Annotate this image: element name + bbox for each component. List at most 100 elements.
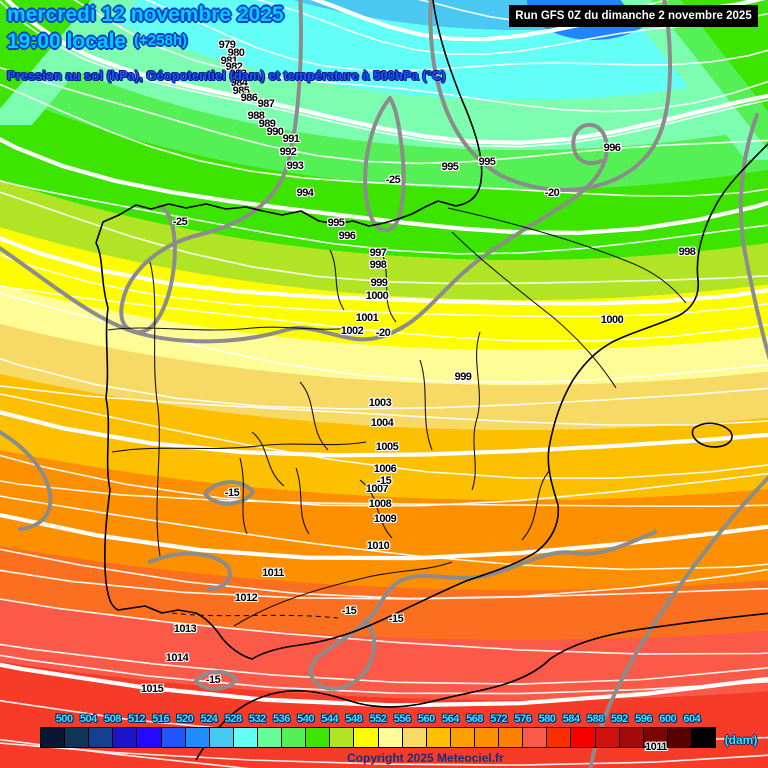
rivers-borders-group [107,207,687,627]
pressure-label: 982 [225,61,243,73]
legend-swatch-bar [40,727,716,748]
geopotential-label: 996 [603,142,621,154]
isoline-thin [0,0,768,409]
legend-swatch [282,728,307,747]
isoline-thin [0,0,768,478]
legend-swatch [547,728,572,747]
legend-swatch [619,728,644,747]
legend-swatch [450,728,475,747]
legend-swatch [209,728,234,747]
legend-swatch [354,728,379,747]
legend-swatch [113,728,138,747]
isoline-thin [0,0,768,694]
legend-tick-label: 548 [345,713,363,725]
legend-swatch [378,728,403,747]
isoline-thin [0,83,768,197]
isoline-thin [72,0,768,113]
legend-swatch [306,728,331,747]
pressure-label: 1010 [366,540,390,552]
legend-swatch [257,728,283,747]
legend-tick-label: 508 [103,713,121,725]
isoline-thin [0,292,768,384]
pressure-label: 1011 [262,567,284,579]
isoline-bold [0,0,768,558]
isoline-thin [0,180,768,255]
temperature-label: -15 [205,674,221,686]
pressure-label: 1009 [373,513,397,525]
pressure-label: 1007 [365,483,389,495]
pressure-label: 1005 [375,441,399,453]
isoline-bold [0,236,768,306]
legend-tick-label: 524 [200,713,218,725]
temperature-label: -25 [385,174,401,186]
legend-tick-label: 500 [55,713,73,725]
legend-tick-label: 516 [152,713,170,725]
pressure-label: 983 [229,68,247,80]
pressure-label: 979 [218,39,236,51]
pressure-label: 993 [286,160,304,172]
pressure-label: 1013 [173,623,197,635]
geopotential-label: 995 [441,161,459,173]
temperature-label: -20 [375,327,391,339]
temperature-label: -15 [341,605,357,617]
legend-tick-label: 544 [321,713,339,725]
legend-tick-label: 584 [562,713,580,725]
geopotential-label: 998 [678,246,696,258]
pressure-label: 1006 [373,463,397,475]
pressure-label: 998 [369,259,387,271]
legend-swatch [137,728,162,747]
isoline-thin [0,191,768,285]
pressure-label: 991 [282,133,300,145]
legend-swatch [65,728,90,747]
pressure-label: 1004 [370,417,394,429]
pressure-label: 988 [247,110,265,122]
legend-swatch [474,728,500,747]
legend-tick-label: 592 [610,713,628,725]
legend-swatch [426,728,451,747]
pressure-label: 997 [369,247,387,259]
pressure-label: 1002 [340,325,364,337]
isoline-thin [256,0,768,56]
geopotential-label: 995 [478,156,496,168]
coastline-group [95,0,768,761]
legend-swatch [595,728,620,747]
pressure-label: 981 [220,55,238,67]
pressure-label: 1008 [368,498,392,510]
legend-tick-label: 576 [514,713,532,725]
isoline-bold [4,0,768,145]
legend-tick-label: 588 [586,713,604,725]
isoline-thin [0,66,768,165]
legend-swatch [499,728,524,747]
legend-tick-label: 536 [272,713,290,725]
pressure-label: 999 [370,277,388,289]
isoline-thin [0,253,768,318]
isoline-thin [0,0,768,506]
isoline-thin [0,0,768,506]
legend-swatch [185,728,210,747]
temperature-label: -25 [172,216,188,228]
pressure-label: 985 [232,85,250,97]
pressure-label: 1012 [234,592,258,604]
pressure-label: 989 [258,118,276,130]
legend-unit: (dam) [724,733,758,747]
legend-tick-label: 504 [79,713,97,725]
legend-tick-label: 520 [176,713,194,725]
pressure-label: 1003 [368,397,392,409]
pressure-label: 995 [327,217,345,229]
pressure-label: 1000 [365,290,389,302]
temperature-label: -15 [388,613,404,625]
temperature-label: -20 [544,187,560,199]
isoline-thin [0,0,768,599]
isoline-bold [0,0,768,455]
legend-tick-label: 568 [466,713,483,725]
legend-swatch [402,728,427,747]
legend-tick-label: 560 [417,713,435,725]
legend-tick-label: 572 [490,713,508,725]
legend-tick-label: 596 [635,713,652,725]
isoline-thin [0,0,768,148]
pressure-label: 984 [230,77,248,89]
legend-tick-label: 552 [369,713,387,725]
legend-tick-label: 564 [441,713,459,725]
